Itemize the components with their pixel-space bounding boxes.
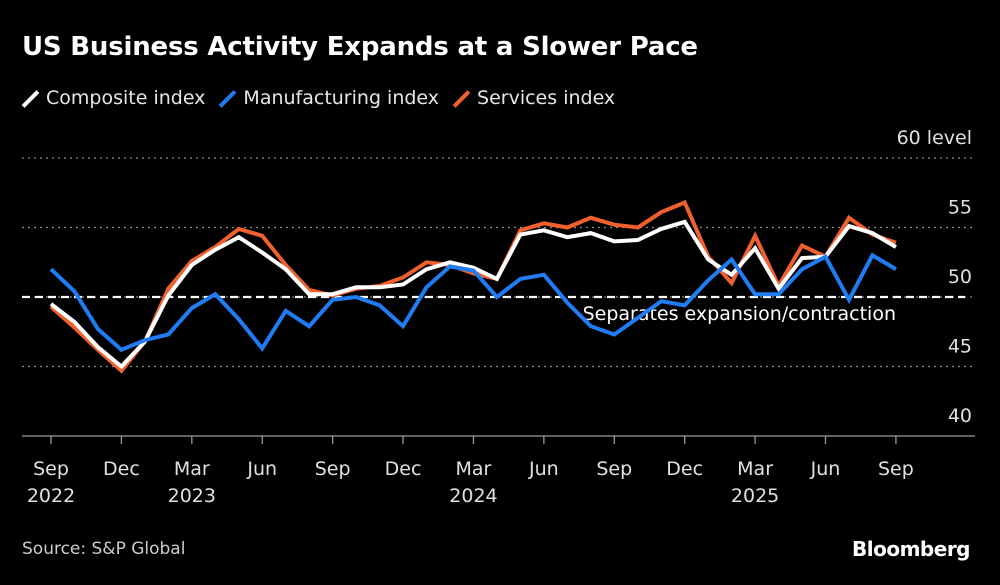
x-tick-label: Jun [810, 458, 841, 480]
x-tick-label: Sep [878, 458, 914, 480]
legend-label-composite: Composite index [46, 87, 206, 109]
y-tick-label: 60 level [897, 127, 972, 149]
legend: Composite index Manufacturing index Serv… [22, 87, 615, 109]
x-tick-label: Sep [315, 458, 351, 480]
legend-item-services: Services index [453, 87, 615, 109]
x-tick-year-label: 2023 [168, 485, 216, 507]
x-tick-label: Jun [246, 458, 277, 480]
x-tick-label: Mar [174, 458, 210, 480]
x-tick-label: Dec [666, 458, 703, 480]
legend-label-services: Services index [477, 87, 616, 109]
y-tick-label: 50 [948, 266, 972, 288]
legend-label-manufacturing: Manufacturing index [243, 87, 440, 109]
reference-line-label: Separates expansion/contraction [583, 303, 896, 325]
chart-title: US Business Activity Expands at a Slower… [22, 32, 698, 62]
x-tick-label: Mar [737, 458, 773, 480]
y-tick-label: 40 [948, 405, 972, 427]
x-tick-label: Mar [456, 458, 492, 480]
x-tick-label: Sep [596, 458, 632, 480]
x-tick-year-label: 2025 [731, 485, 779, 507]
x-tick-label: Jun [528, 458, 559, 480]
bloomberg-logo: Bloomberg [852, 537, 970, 561]
x-tick-label: Dec [103, 458, 140, 480]
legend-item-composite: Composite index [22, 87, 205, 109]
y-tick-label: 45 [948, 336, 972, 358]
x-tick-year-label: 2024 [449, 485, 497, 507]
x-tick-label: Sep [33, 458, 69, 480]
y-tick-label: 55 [948, 197, 972, 219]
source-note: Source: S&P Global [22, 539, 186, 559]
legend-item-manufacturing: Manufacturing index [219, 87, 439, 109]
x-tick-label: Dec [385, 458, 422, 480]
x-tick-year-label: 2022 [27, 485, 75, 507]
